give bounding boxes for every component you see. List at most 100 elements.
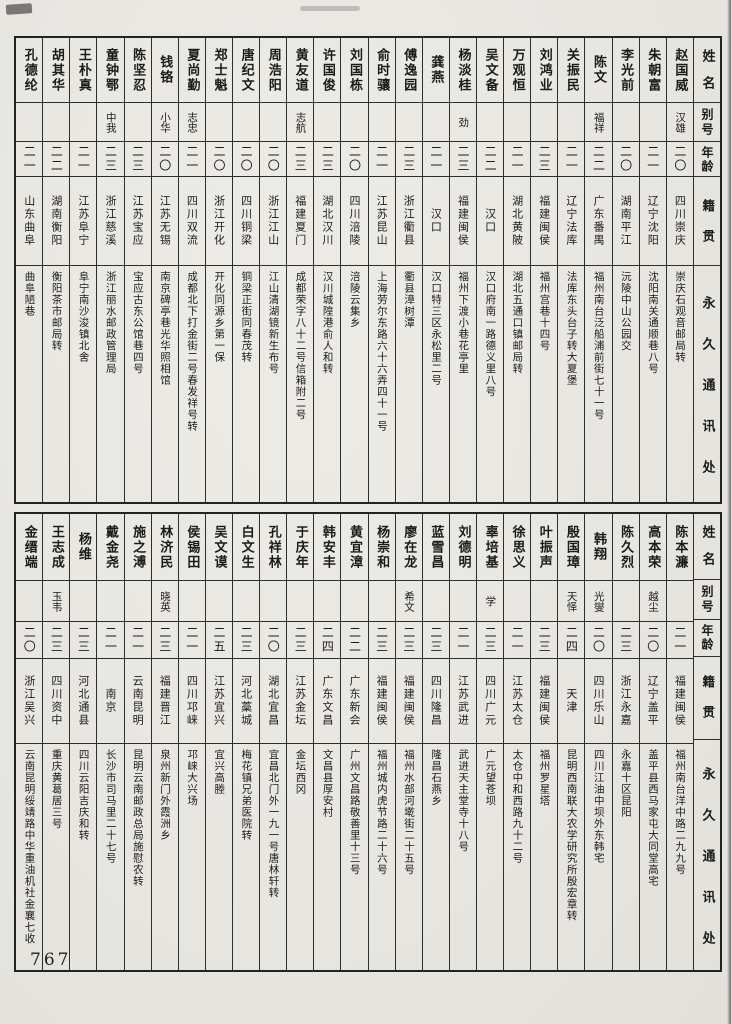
person-age: 二四 [314,621,341,658]
person-alias [178,580,205,621]
person-age: 二〇 [612,141,639,176]
person-name: 蓝雪昌 [428,524,444,570]
person-alias [70,102,97,141]
person-origin: 辽宁沈阳 [639,176,666,265]
person-age: 二〇 [639,621,666,658]
person-address: 福州宫巷十四号 [531,265,558,502]
person-alias [124,580,151,621]
person-column: 朱朝富 二一 辽宁沈阳 沈阳南关通顺巷八号 [638,38,666,502]
person-address: 文昌县厚安村 [314,743,341,970]
person-name: 孔德纶 [21,47,37,93]
person-column: 夏尚勤 志忠 二一 四川双流 成都北下打金街二号春发祥号转 [177,38,205,502]
person-alias [368,102,395,141]
row-label-address: 永久通讯处 [693,739,720,970]
person-age: 二三 [233,621,260,658]
person-origin: 福建闽侯 [395,658,422,743]
person-column: 黄宜漳 二二 广东新会 广州文昌路敬善里十三号 [340,514,368,970]
person-address: 沅陵中山公园交 [612,265,639,502]
person-alias [612,580,639,621]
person-name: 吴文备 [482,47,498,93]
person-address: 湖北五通口镇邮局转 [504,265,531,502]
person-origin: 江苏武进 [449,658,477,743]
person-column: 侯锡田 二一 四川邛崃 邛崃大兴场 [177,514,205,970]
person-origin: 汉口 [422,176,449,265]
person-address: 曲阜陋巷 [16,265,43,502]
person-origin: 福建夏门 [287,176,314,265]
person-origin: 辽宁盖平 [639,658,666,743]
person-age: 二三 [287,141,314,176]
person-age: 二〇 [233,141,260,176]
person-address: 云南昆明绥靖路中华重油机社金襄七收 [16,743,43,970]
person-age: 二三 [395,141,422,176]
row-label-age: 年龄 [693,141,720,176]
person-column: 陈本濂 二一 福建闽侯 福州南台洋中路二九九号 [665,514,693,970]
person-name: 童钟鄂 [103,47,119,93]
person-alias [16,580,43,621]
person-address: 重庆黄葛居三号 [43,743,70,970]
person-origin: 汉口 [477,176,504,265]
person-name: 林济民 [157,524,173,570]
person-origin: 四川邛崃 [178,658,205,743]
person-column: 廖在龙 希文 二三 福建闽侯 福州水部河墘街二十五号 [394,514,422,970]
person-name: 高本荣 [645,524,661,570]
person-address: 开化同源乡第一保 [205,265,233,502]
person-origin: 广东番禺 [585,176,612,265]
person-address: 衢县漳树潭 [395,265,422,502]
person-name: 关振民 [563,47,579,93]
person-age: 二三 [70,621,97,658]
person-address: 武进天主堂寺十八号 [449,743,477,970]
person-alias [233,580,260,621]
person-column: 陈文 福祥 二二 广东番禺 福州南台泛船浦前街七十一号 [584,38,612,502]
person-name: 戴金尧 [103,524,119,570]
person-name: 廖在龙 [401,524,417,570]
person-alias [395,102,422,141]
person-name: 刘鸿业 [536,47,552,93]
person-address: 福州下渡小巷花亭里 [449,265,477,502]
person-alias: 小华 [151,102,178,141]
person-alias [639,102,666,141]
person-name: 殷国璋 [563,524,579,570]
person-alias: 光燮 [585,580,612,621]
person-age: 二一 [70,141,97,176]
person-alias [341,580,368,621]
person-age: 二三 [612,621,639,658]
person-address: 昆明西南联大农学研究所殷宏章转 [558,743,585,970]
page-number: 767 [30,950,72,970]
person-origin: 云南昆明 [124,658,151,743]
person-address: 衡阳茶市邮局转 [43,265,70,502]
person-name: 许国俊 [319,47,335,93]
person-name: 于庆年 [292,524,308,570]
person-origin: 浙江吴兴 [16,658,43,743]
person-name: 金缙端 [21,524,37,570]
person-origin: 江苏宜兴 [205,658,233,743]
person-alias [422,580,449,621]
person-address: 汉川城隍港俞人和转 [314,265,341,502]
person-name: 李光前 [618,47,634,93]
person-age: 二〇 [341,141,368,176]
person-name: 胡其华 [48,47,64,93]
person-address: 广元望苍坝 [477,743,504,970]
person-name: 王志成 [48,524,64,570]
person-alias [449,580,477,621]
person-age: 二一 [368,141,395,176]
person-age: 二三 [43,621,70,658]
person-column: 关振民 二一 辽宁法库 法库东头台子转大夏堡 [557,38,585,502]
person-name: 叶振声 [536,524,552,570]
person-origin: 江苏无锡 [151,176,178,265]
person-address: 沈阳南关通顺巷八号 [639,265,666,502]
person-alias [477,102,504,141]
person-origin: 江苏阜宁 [70,176,97,265]
person-name: 刘国栋 [347,47,363,93]
person-address: 福州罗星塔 [531,743,558,970]
person-column: 高本荣 越尘 二〇 辽宁盖平 盖平县西马家屯大同堂高宅 [638,514,666,970]
person-age: 二一 [639,141,666,176]
person-alias: 汉雄 [666,102,693,141]
row-label-column: 姓名 别号 年龄 籍贯 永久通讯处 [692,38,720,502]
person-name: 韩翔 [591,532,606,562]
person-alias: 天怿 [558,580,585,621]
person-age: 二一 [124,621,151,658]
person-address: 金坛西冈 [287,743,314,970]
person-name: 龚燕 [428,55,444,85]
person-age: 二二 [585,141,612,176]
person-name: 陈久烈 [618,524,634,570]
